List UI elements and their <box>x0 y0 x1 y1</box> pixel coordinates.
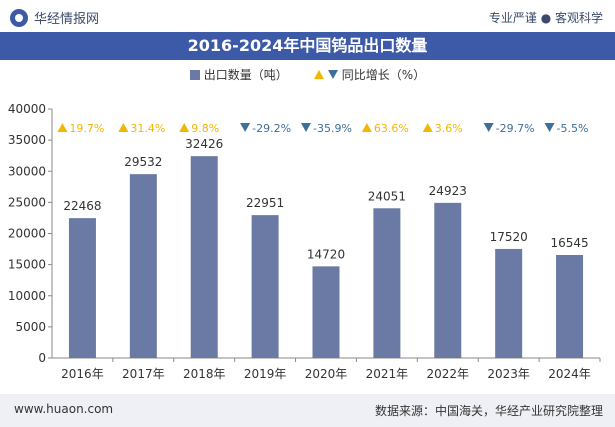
growth-down-icon <box>483 123 494 132</box>
bar-value-label: 22468 <box>63 199 101 213</box>
x-tick-label: 2019年 <box>244 367 287 381</box>
bar <box>556 255 584 358</box>
x-tick-label: 2024年 <box>548 367 591 381</box>
footer: www.huaon.com 数据来源：中国海关，华经产业研究院整理 <box>0 394 615 427</box>
y-tick-label: 30000 <box>8 164 46 178</box>
legend-label-growth: 同比增长（%） <box>341 68 426 82</box>
bar <box>251 215 279 358</box>
bar-value-label: 32426 <box>185 137 223 151</box>
bar <box>190 156 218 358</box>
tagline: 专业严谨 ● 客观科学 <box>488 11 603 25</box>
legend-item-growth: 同比增长（%） <box>313 66 426 83</box>
growth-label: 3.6% <box>435 122 463 135</box>
bar-value-label: 24051 <box>368 189 406 203</box>
legend-label-export: 出口数量（吨） <box>203 68 288 82</box>
data-source: 数据来源：中国海关，华经产业研究院整理 <box>374 404 603 418</box>
brand-name: 华经情报网 <box>34 12 100 27</box>
x-tick-label: 2021年 <box>366 367 409 381</box>
growth-label: -29.2% <box>252 122 291 135</box>
y-tick-label: 40000 <box>8 102 46 116</box>
growth-label: 63.6% <box>374 122 409 135</box>
bar-value-label: 17520 <box>490 230 528 244</box>
x-tick-label: 2017年 <box>122 367 165 381</box>
y-tick-label: 20000 <box>8 227 46 241</box>
legend: 出口数量（吨） 同比增长（%） <box>0 66 615 83</box>
top-bar: 华经情报网 专业严谨 ● 客观科学 <box>0 0 615 32</box>
growth-down-icon <box>544 123 555 132</box>
growth-up-icon <box>422 123 433 132</box>
bar <box>495 248 523 358</box>
growth-down-icon <box>301 123 311 132</box>
chart-title: 2016-2024年中国钨品出口数量 <box>0 32 615 60</box>
logo-icon <box>10 8 28 27</box>
bar-value-label: 29532 <box>124 155 162 169</box>
growth-label: 9.8% <box>191 122 219 135</box>
y-tick-label: 15000 <box>8 258 46 272</box>
x-tick-label: 2020年 <box>305 367 348 381</box>
bar-value-label: 14720 <box>307 247 345 261</box>
growth-label: 19.7% <box>69 122 104 135</box>
bar-chart: 0 5000 10000 15000 20000 25000 30000 35000 40000… <box>8 102 601 381</box>
bar <box>129 174 157 358</box>
growth-label: -29.7% <box>496 122 535 135</box>
bar <box>434 202 462 358</box>
x-tick-label: 2018年 <box>183 367 226 381</box>
y-tick-label: 25000 <box>8 195 46 209</box>
growth-label: 31.4% <box>130 122 165 135</box>
growth-label: -35.9% <box>313 122 352 135</box>
growth-up-icon <box>179 123 190 132</box>
x-tick-label: 2023年 <box>487 367 530 381</box>
growth-up-icon <box>118 123 129 132</box>
growth-label: -5.5% <box>557 122 589 135</box>
website-link[interactable]: www.huaon.com <box>14 402 114 416</box>
growth-up-icon <box>57 123 68 132</box>
triangle-down-icon <box>327 70 338 79</box>
y-tick-label: 5000 <box>15 320 46 334</box>
y-tick-label: 10000 <box>8 289 46 303</box>
bar <box>68 218 96 358</box>
growth-up-icon <box>361 123 372 132</box>
x-tick-label: 2022年 <box>427 367 470 381</box>
bar <box>373 208 401 358</box>
y-tick-label: 35000 <box>8 133 46 147</box>
x-tick-label: 2016年 <box>61 367 104 381</box>
bar-value-label: 22951 <box>246 196 284 210</box>
growth-down-icon <box>240 123 251 132</box>
y-tick-label: 0 <box>38 351 46 365</box>
triangle-up-icon <box>313 70 324 79</box>
bar-swatch-icon <box>189 69 200 80</box>
bar <box>312 266 340 358</box>
legend-item-export: 出口数量（吨） <box>189 66 288 83</box>
brand: 华经情报网 <box>10 8 99 27</box>
bar-value-label: 24923 <box>429 184 467 198</box>
bar-value-label: 16545 <box>550 236 588 250</box>
